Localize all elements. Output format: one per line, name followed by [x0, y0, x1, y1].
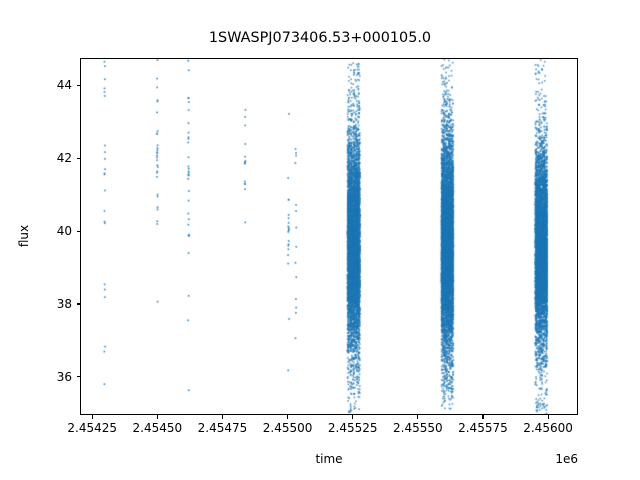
scatter-points-layer [81, 59, 577, 414]
y-axis-label: flux [17, 224, 31, 248]
x-tick-label: 2.45450 [132, 421, 183, 435]
y-tick-mark [76, 157, 80, 159]
x-tick-mark [482, 415, 484, 419]
x-tick-label: 2.45525 [327, 421, 378, 435]
x-tick-label: 2.45550 [393, 421, 443, 435]
x-tick-label: 2.45475 [197, 421, 248, 435]
plot-title: 1SWASPJ073406.53+000105.0 [208, 30, 432, 46]
y-tick-label: 36 [56, 369, 72, 384]
x-axis-offset-label: 1e6 [555, 452, 578, 466]
y-tick-label: 44 [56, 78, 72, 93]
x-axis-label: time [315, 452, 343, 466]
y-tick-label: 40 [56, 224, 72, 239]
y-tick-label: 42 [56, 151, 72, 166]
x-tick-label: 2.45575 [458, 421, 508, 435]
y-tick-mark [76, 230, 80, 232]
x-tick-mark [91, 415, 93, 419]
x-tick-mark [156, 415, 158, 419]
y-tick-mark [76, 303, 80, 305]
y-tick-mark [76, 84, 80, 86]
y-tick-label: 38 [56, 296, 72, 311]
x-tick-mark [417, 415, 419, 419]
x-tick-label: 2.45600 [523, 421, 573, 435]
x-tick-mark [547, 415, 549, 419]
plot-axes-area [80, 58, 578, 415]
x-tick-mark [221, 415, 224, 419]
x-tick-label: 2.45500 [262, 421, 313, 435]
x-tick-mark [352, 415, 354, 419]
x-tick-mark [287, 415, 289, 419]
y-tick-mark [76, 376, 80, 378]
x-tick-label: 2.45425 [67, 421, 118, 435]
